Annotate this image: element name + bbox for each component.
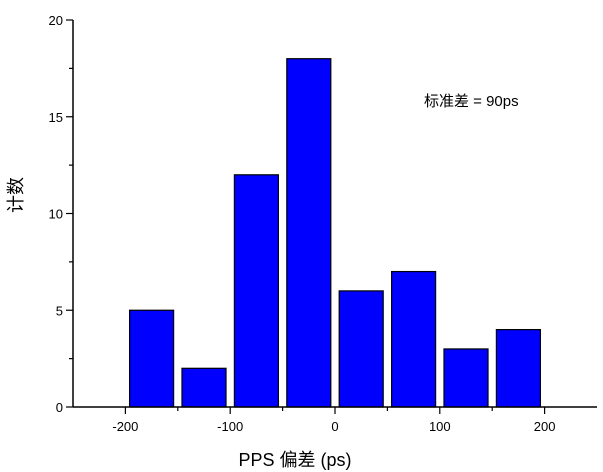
x-tick-label: -200 <box>112 419 138 434</box>
y-tick-label: 15 <box>49 110 63 125</box>
bar <box>233 174 280 408</box>
x-axis-title: PPS 偏差 (ps) <box>238 450 351 470</box>
std-dev-annotation: 标准差 = 90ps <box>424 93 519 110</box>
y-ticks-group: 0 5 10 15 20 <box>49 13 73 415</box>
y-tick-label: 5 <box>56 303 63 318</box>
y-tick-label: 0 <box>56 400 63 415</box>
x-tick-label: 0 <box>331 419 338 434</box>
bar <box>390 270 437 408</box>
bar <box>443 348 489 408</box>
y-tick-label: 10 <box>49 207 63 222</box>
bar <box>338 290 384 408</box>
y-axis-title: 计数 <box>6 177 26 213</box>
x-ticks-group: -200 -100 0 100 200 <box>112 407 555 434</box>
bars-group <box>128 58 542 408</box>
bar <box>286 58 332 408</box>
x-tick-label: -100 <box>217 419 243 434</box>
bar <box>128 309 175 408</box>
bar <box>495 329 542 408</box>
y-tick-label: 20 <box>49 13 63 28</box>
bar <box>181 367 227 408</box>
x-tick-label: 100 <box>429 419 451 434</box>
x-tick-label: 200 <box>534 419 556 434</box>
